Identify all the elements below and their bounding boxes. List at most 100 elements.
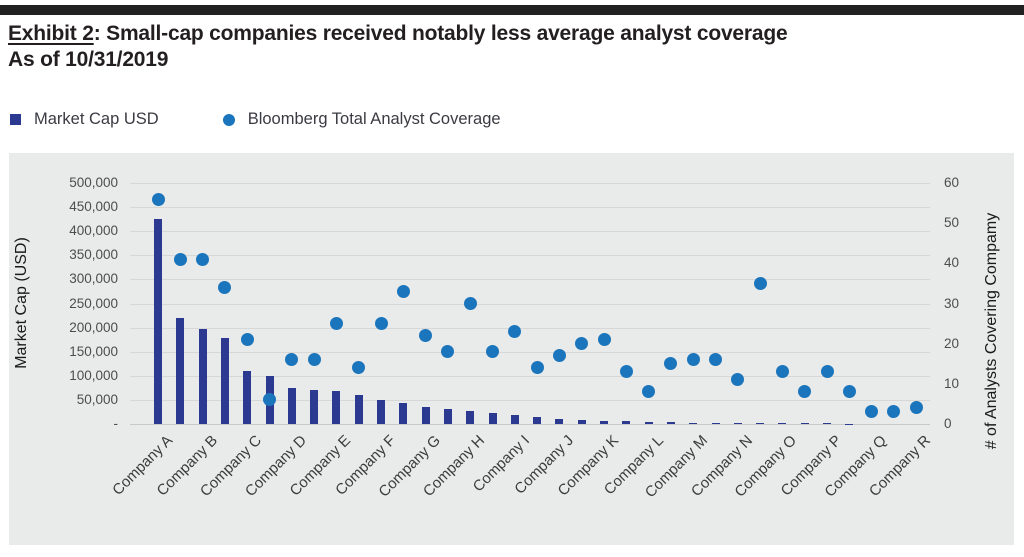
dot-analyst-coverage (552, 349, 566, 363)
right-axis-tick-label: 30 (944, 295, 960, 311)
gridline (130, 255, 930, 257)
left-axis-tick-label: 500,000 (69, 175, 118, 190)
dot-analyst-coverage (887, 405, 901, 419)
top-rule (0, 5, 1024, 15)
bar-market-cap (510, 415, 519, 424)
bar-market-cap (154, 219, 162, 424)
right-axis-tick-label: 40 (944, 255, 960, 271)
left-axis-tick-label: 50,000 (76, 391, 118, 407)
bar-market-cap (577, 420, 586, 424)
gridline (130, 399, 930, 401)
dot-analyst-coverage (240, 333, 254, 347)
gridline (130, 183, 930, 184)
bar-market-cap (443, 408, 452, 424)
right-axis-tick-label: 10 (944, 375, 960, 391)
left-axis-tick-label: 400,000 (69, 223, 118, 239)
bar-market-cap (421, 407, 430, 424)
dot-analyst-coverage (218, 280, 232, 294)
bar-market-cap (332, 390, 341, 424)
bar-market-cap (310, 389, 319, 424)
dot-analyst-coverage (329, 317, 343, 331)
dot-analyst-coverage (352, 361, 366, 375)
bar-market-cap (778, 423, 787, 424)
legend-item-analyst-coverage: Bloomberg Total Analyst Coverage (222, 110, 501, 129)
gridline (130, 303, 930, 305)
dot-analyst-coverage (508, 325, 522, 339)
dot-analyst-coverage (865, 405, 879, 419)
dot-analyst-coverage (151, 192, 165, 206)
dot-analyst-coverage (374, 317, 388, 331)
left-axis-tick-label: 100,000 (69, 367, 118, 383)
bar-market-cap (622, 421, 631, 424)
bar-market-cap (733, 422, 742, 424)
dot-analyst-coverage (842, 385, 856, 399)
dot-analyst-coverage (798, 385, 812, 399)
dot-analyst-coverage (441, 345, 455, 359)
right-axis-tick-label: 60 (944, 175, 960, 190)
gridline (130, 207, 930, 209)
bar-market-cap (644, 422, 653, 424)
gridline (130, 231, 930, 233)
title-text: : Small-cap companies received notably l… (93, 22, 788, 45)
bar-market-cap (533, 417, 542, 424)
dot-analyst-coverage (775, 365, 789, 379)
legend-label-market-cap: Market Cap USD (34, 110, 159, 128)
bar-market-cap (711, 422, 720, 424)
gridline (130, 327, 930, 329)
left-axis-tick-label: 350,000 (69, 247, 118, 263)
dot-analyst-coverage (575, 337, 589, 351)
dot-analyst-coverage (597, 333, 611, 347)
dot-analyst-coverage (619, 365, 633, 379)
left-axis-tick-label: 450,000 (69, 199, 118, 215)
bar-market-cap (220, 338, 229, 424)
bar-market-cap (689, 422, 698, 424)
bar-market-cap (823, 423, 831, 424)
dot-swatch-icon (222, 113, 235, 126)
left-axis-tick-label: 250,000 (69, 295, 118, 311)
dot-analyst-coverage (419, 329, 433, 343)
dot-analyst-coverage (196, 252, 210, 266)
right-axis-tick-label: 20 (944, 335, 960, 351)
bar-market-cap (555, 419, 564, 424)
exhibit-header: Exhibit 2: Small-cap companies received … (8, 21, 788, 73)
dot-analyst-coverage (263, 393, 276, 407)
exhibit-label: Exhibit 2 (8, 22, 94, 45)
dot-analyst-coverage (396, 284, 410, 298)
bar-market-cap (287, 388, 296, 424)
left-axis-tick-label: 300,000 (69, 271, 118, 287)
gridline (130, 375, 930, 377)
dot-analyst-coverage (686, 353, 700, 367)
dot-analyst-coverage (709, 353, 722, 367)
gridline (130, 351, 930, 353)
dot-analyst-coverage (530, 361, 544, 375)
dot-analyst-coverage (463, 297, 477, 310)
left-axis-tick-label: 150,000 (69, 343, 118, 359)
right-axis-title: # of Analysts Covering Compamy (983, 212, 1000, 449)
bar-market-cap (756, 423, 765, 424)
bar-market-cap (800, 423, 809, 424)
bar-market-cap (488, 412, 497, 424)
bar-market-cap (176, 317, 185, 424)
bar-swatch-icon (10, 114, 21, 125)
chart-legend: Market Cap USD Bloomberg Total Analyst C… (10, 110, 501, 129)
page-title: Exhibit 2: Small-cap companies received … (8, 21, 788, 47)
dot-analyst-coverage (753, 276, 767, 290)
bar-market-cap (354, 395, 363, 424)
bar-market-cap (377, 399, 385, 424)
gridline (130, 279, 930, 281)
dot-analyst-coverage (909, 401, 923, 415)
dot-analyst-coverage (285, 353, 299, 367)
dot-analyst-coverage (664, 357, 678, 371)
dot-analyst-coverage (642, 385, 656, 399)
dot-analyst-coverage (486, 345, 499, 359)
right-axis-tick-label: 50 (944, 215, 960, 231)
dot-analyst-coverage (731, 373, 745, 387)
plot-area (130, 183, 930, 425)
bar-market-cap (399, 403, 408, 424)
bar-market-cap (466, 410, 475, 424)
legend-item-market-cap: Market Cap USD (10, 110, 159, 129)
bar-market-cap (600, 420, 608, 424)
dot-analyst-coverage (307, 353, 321, 367)
chart-panel: Market Cap (USD) # of Analysts Covering … (9, 153, 1014, 545)
bar-market-cap (198, 329, 207, 424)
